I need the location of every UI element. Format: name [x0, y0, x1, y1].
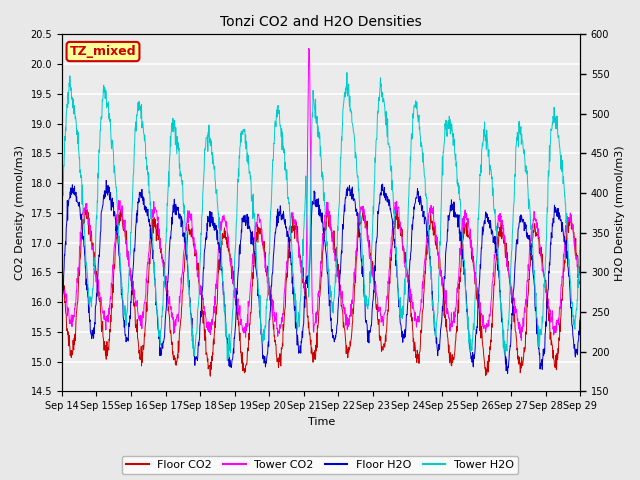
- Line: Tower CO2: Tower CO2: [62, 48, 580, 340]
- Tower H2O: [470, 326, 477, 332]
- Tower CO2: [402, 264, 410, 269]
- Floor CO2: [577, 273, 584, 279]
- Floor H2O: [161, 323, 169, 329]
- Floor H2O: [470, 364, 477, 370]
- Tower CO2: [470, 261, 477, 267]
- Tower H2O: [161, 272, 168, 277]
- Line: Floor H2O: Floor H2O: [62, 180, 580, 373]
- Floor H2O: [173, 206, 181, 212]
- Tower CO2: [518, 337, 525, 343]
- Tower CO2: [173, 312, 181, 317]
- Y-axis label: CO2 Density (mmol/m3): CO2 Density (mmol/m3): [15, 145, 25, 280]
- Line: Tower H2O: Tower H2O: [62, 72, 580, 360]
- Floor H2O: [102, 178, 110, 183]
- Floor CO2: [402, 256, 410, 262]
- Floor H2O: [504, 371, 511, 376]
- Floor CO2: [516, 357, 524, 362]
- Tower CO2: [515, 319, 523, 325]
- Floor CO2: [58, 269, 66, 275]
- Floor CO2: [470, 264, 477, 270]
- Floor CO2: [232, 302, 239, 308]
- Floor H2O: [516, 219, 524, 225]
- Tower H2O: [58, 215, 66, 220]
- Tower H2O: [402, 260, 410, 265]
- Tower CO2: [58, 275, 66, 280]
- Floor H2O: [577, 313, 584, 319]
- Tower H2O: [516, 130, 524, 135]
- Tower CO2: [232, 286, 239, 291]
- Floor H2O: [232, 322, 239, 327]
- X-axis label: Time: Time: [308, 417, 335, 427]
- Tower CO2: [577, 283, 584, 288]
- Floor CO2: [173, 356, 181, 362]
- Y-axis label: H2O Density (mmol/m3): H2O Density (mmol/m3): [615, 145, 625, 281]
- Floor CO2: [161, 282, 168, 288]
- Tower H2O: [343, 70, 351, 75]
- Tower CO2: [161, 268, 168, 274]
- Line: Floor CO2: Floor CO2: [62, 208, 580, 376]
- Tower H2O: [577, 222, 584, 228]
- Floor H2O: [58, 310, 66, 315]
- Tower CO2: [305, 46, 312, 51]
- Text: TZ_mixed: TZ_mixed: [70, 45, 136, 58]
- Tower H2O: [223, 358, 231, 363]
- Floor H2O: [402, 329, 410, 335]
- Title: Tonzi CO2 and H2O Densities: Tonzi CO2 and H2O Densities: [220, 15, 422, 29]
- Floor CO2: [359, 205, 367, 211]
- Legend: Floor CO2, Tower CO2, Floor H2O, Tower H2O: Floor CO2, Tower CO2, Floor H2O, Tower H…: [122, 456, 518, 474]
- Tower H2O: [173, 133, 181, 139]
- Tower H2O: [232, 244, 239, 250]
- Floor CO2: [207, 373, 214, 379]
